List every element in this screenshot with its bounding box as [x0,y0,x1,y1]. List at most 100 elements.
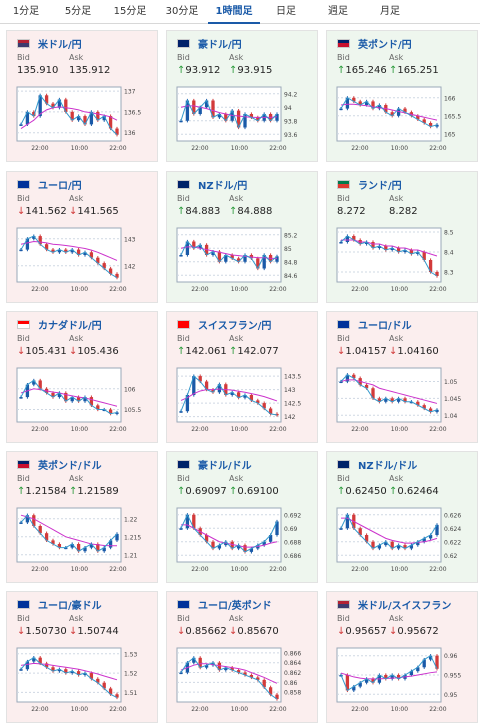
currency-card[interactable]: スイスフラン/円 Bid ↑142.061 Ask ↑142.077 143.5 143 14… [166,311,318,443]
price-chart[interactable]: 94.2 94 93.8 93.6 22:00 10:00 22:00 [173,83,313,155]
candle-body [384,675,388,679]
tab-3[interactable]: 30分足 [165,6,199,17]
candle-body [422,405,426,409]
moving-average-line [20,106,118,129]
price-chart[interactable]: 8.5 8.4 8.3 22:00 10:00 22:00 [333,224,473,296]
ask-label: Ask [69,474,84,483]
tab-5[interactable]: 日足 [276,6,296,17]
candle-body [57,392,62,398]
price-chart[interactable]: 106 105.5 22:00 10:00 22:00 [13,364,153,436]
candle-body [384,541,388,546]
pair-link[interactable]: 英ポンド/ドル [38,460,102,472]
currency-card[interactable]: ユーロ/英ポンド Bid ↓0.85662 Ask ↓0.85670 0.866 0.864… [166,591,318,723]
bid-number: 0.95657 [345,626,387,637]
currency-card[interactable]: 豪ドル/円 Bid ↑93.912 Ask ↑93.915 94.2 94 93.8 93.6 2… [166,30,318,162]
moving-average-line [340,103,438,121]
price-chart[interactable]: 1.05 1.045 1.04 22:00 10:00 22:00 [333,364,473,436]
price-chart[interactable]: 0.96 0.955 0.95 22:00 10:00 22:00 [333,644,473,716]
pair-link[interactable]: 豪ドル/円 [198,39,242,51]
pair-link[interactable]: 米ドル/円 [38,39,82,51]
tab-6[interactable]: 週足 [328,6,348,17]
y-tick-label: 0.96 [444,653,458,660]
pair-link[interactable]: ランド/円 [358,180,402,192]
ask-number: 135.912 [69,65,111,76]
currency-card[interactable]: 豪ドル/ドル Bid ↑0.69097 Ask ↑0.69100 0.692 0.69 0.6… [166,451,318,583]
price-chart[interactable]: 137 136.5 136 22:00 10:00 22:00 [13,83,153,155]
x-tick-label: 22:00 [351,566,368,573]
x-tick-label: 10:00 [391,566,408,573]
price-chart[interactable]: 0.866 0.864 0.862 0.86 0.858 22:00 10:00 22:00 [173,644,313,716]
pair-link[interactable]: 米ドル/スイスフラン [358,600,452,612]
price-chart[interactable]: 0.692 0.69 0.688 0.686 22:00 10:00 22:00 [173,504,313,576]
ask-label: Ask [389,194,404,203]
price-line [340,374,438,413]
tab-2[interactable]: 15分足 [113,6,147,17]
price-chart[interactable]: 143 142 22:00 10:00 22:00 [13,224,153,296]
candle-body [339,242,343,244]
y-tick-label: 93.8 [284,118,298,125]
card-header: 豪ドル/ドル [177,457,252,472]
currency-card[interactable]: ユーロ/ドル Bid ↓1.04157 Ask ↓1.04160 1.05 1.045 1.0… [326,311,478,443]
price-chart[interactable]: 166 165.5 165 22:00 10:00 22:00 [333,83,473,155]
currency-card[interactable]: NZドル/円 Bid ↑84.883 Ask ↑84.888 85.2 85 84.8 84.6… [166,171,318,303]
x-tick-label: 10:00 [71,426,88,433]
currency-card[interactable]: 米ドル/スイスフラン Bid ↓0.95657 Ask ↓0.95672 0.96 0.95… [326,591,478,723]
tab-1[interactable]: 5分足 [64,6,92,17]
bid-label: Bid [177,194,190,203]
currency-card[interactable]: ユーロ/円 Bid ↓141.562 Ask ↓141.565 143 142 22:00 10… [6,171,158,303]
y-tick-label: 0.862 [284,670,301,677]
currency-card[interactable]: ランド/円 Bid 8.272 Ask 8.282 8.5 8.4 8.3 22:00 10:00… [326,171,478,303]
pair-link[interactable]: 豪ドル/ドル [198,460,252,472]
price-chart[interactable]: 1.22 1.215 1.21 22:00 10:00 22:00 [13,504,153,576]
candle-body [32,236,36,239]
currency-card[interactable]: NZドル/ドル Bid ↑0.62450 Ask ↑0.62464 0.626 0.624 0… [326,451,478,583]
price-chart[interactable]: 143.5 143 142.5 142 22:00 10:00 22:00 [173,364,313,436]
ask-value: 135.912 [69,65,110,76]
pair-link[interactable]: 英ポンド/円 [358,39,412,51]
x-tick-label: 22:00 [269,286,286,293]
candle-body [409,250,414,254]
card-header: カナダドル/円 [17,317,102,332]
x-tick-label: 22:00 [269,566,286,573]
tab-0[interactable]: 1分足 [12,6,40,17]
pair-link[interactable]: ユーロ/豪ドル [38,600,102,612]
pair-link[interactable]: ユーロ/ドル [358,320,412,332]
trend-arrow-icon: ↓ [337,346,346,357]
tab-7[interactable]: 月足 [380,6,400,17]
candle-body [185,100,190,121]
price-chart[interactable]: 0.626 0.624 0.622 0.62 22:00 10:00 22:00 [333,504,473,576]
candle-body [236,110,241,128]
currency-card[interactable]: ユーロ/豪ドル Bid ↓1.50730 Ask ↓1.50744 1.53 1.52 1.5… [6,591,158,723]
moving-average-line [180,246,277,259]
candle-body [115,694,119,698]
x-tick-label: 22:00 [351,426,368,433]
ask-value: ↑142.077 [229,346,279,357]
candle-body [179,411,183,413]
x-tick-label: 22:00 [191,145,208,152]
pair-link[interactable]: ユーロ/英ポンド [198,600,272,612]
pair-link[interactable]: ユーロ/円 [38,180,82,192]
bid-number: 1.21584 [25,486,67,497]
price-chart[interactable]: 85.2 85 84.8 84.6 22:00 10:00 22:00 [173,224,313,296]
currency-card[interactable]: 英ポンド/ドル Bid ↑1.21584 Ask ↑1.21589 1.22 1.215 1.… [6,451,158,583]
flag-icon [177,179,190,189]
currency-card[interactable]: 米ドル/円 Bid 135.910 Ask 135.912 137 136.5 136 22:0… [6,30,158,162]
price-chart[interactable]: 1.53 1.52 1.51 22:00 10:00 22:00 [13,644,153,716]
pair-link[interactable]: NZドル/円 [198,180,248,192]
ask-value: ↑93.915 [229,65,272,76]
x-tick-label: 22:00 [191,566,208,573]
currency-card[interactable]: カナダドル/円 Bid ↓105.431 Ask ↓105.436 106 105.5 22:… [6,311,158,443]
candle-body [422,538,426,542]
y-tick-label: 85 [284,246,292,253]
pair-link[interactable]: カナダドル/円 [38,320,102,332]
ask-value: ↑0.69100 [229,486,279,497]
tab-4[interactable]: 1時間足 [208,0,260,24]
currency-card[interactable]: 英ポンド/円 Bid ↑165.246 Ask ↑165.251 166 165.5 165 2… [326,30,478,162]
pair-link[interactable]: スイスフラン/円 [198,320,272,332]
trend-arrow-icon: ↓ [17,346,26,357]
candle-body [70,544,74,548]
candle-body [416,667,420,672]
pair-link[interactable]: NZドル/ドル [358,460,418,472]
candle-body [390,248,394,250]
ask-number: 141.565 [77,206,119,217]
